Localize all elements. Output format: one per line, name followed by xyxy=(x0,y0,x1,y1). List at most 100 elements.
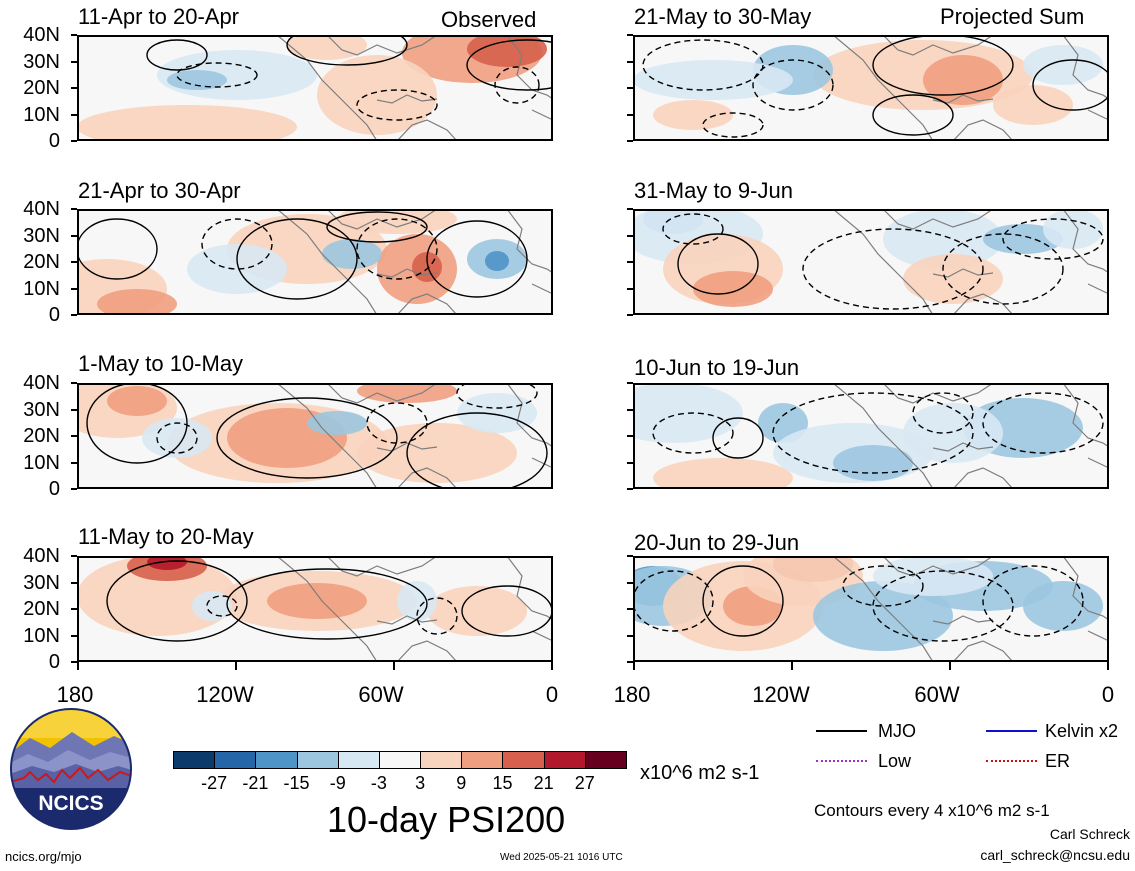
y-label: 40N xyxy=(23,372,60,394)
negative-contour xyxy=(456,383,538,409)
anomaly-shading xyxy=(923,55,1003,105)
coastline xyxy=(276,209,553,315)
colorbar-tick-label: 21 xyxy=(533,773,554,793)
y-tick xyxy=(71,581,77,584)
y-tick xyxy=(71,113,77,116)
panel-title-7: 10-Jun to 19-Jun xyxy=(634,355,800,380)
x-tick xyxy=(235,662,237,670)
positive-contour xyxy=(406,412,548,489)
negative-contour xyxy=(366,402,428,444)
anomaly-shading xyxy=(357,383,457,403)
negative-contour xyxy=(201,218,273,270)
x-label-60w-left: 60W xyxy=(358,682,404,707)
y-tick xyxy=(71,87,77,89)
anomaly-shading xyxy=(77,105,297,141)
colorbar-tick-label: -9 xyxy=(329,773,346,793)
positive-contour xyxy=(286,35,408,66)
x-tick xyxy=(393,662,395,670)
anomaly-shading xyxy=(693,271,773,307)
anomaly-shading xyxy=(147,556,187,570)
credit-email[interactable]: carl_schreck@ncsu.edu xyxy=(980,847,1130,863)
colorbar-labels: -27 -21 -15 -9 -3 3 9 15 21 27 xyxy=(173,774,626,794)
anomaly-shading xyxy=(983,224,1063,254)
legend-low-line xyxy=(816,760,867,762)
positive-contour xyxy=(872,94,954,136)
anomaly-shading xyxy=(485,251,509,271)
y-tick xyxy=(71,634,77,637)
negative-contour xyxy=(872,570,1014,642)
y-label: 30N xyxy=(23,224,60,247)
y-label: 10N xyxy=(23,451,60,474)
positive-contour xyxy=(872,35,1014,96)
negative-contour xyxy=(156,422,198,454)
x-tick xyxy=(551,662,553,670)
legend-er-label: ER xyxy=(1045,751,1071,771)
y-label: 30N xyxy=(23,398,60,421)
coastline xyxy=(276,383,553,489)
y-tick xyxy=(627,634,633,637)
y-tick xyxy=(627,488,633,490)
negative-contour xyxy=(942,233,1064,305)
x-tick xyxy=(633,662,635,670)
colorbar-units: x10^6 m2 s-1 xyxy=(640,762,760,784)
y-label: 0 xyxy=(48,304,60,326)
map-panel-8 xyxy=(633,556,1109,662)
y-tick xyxy=(627,261,633,263)
anomaly-shading xyxy=(653,100,733,130)
y-tick xyxy=(627,382,633,384)
colorbar-swatch xyxy=(420,751,463,769)
site-link[interactable]: ncics.org/mjo xyxy=(5,849,82,864)
negative-contour xyxy=(356,218,438,280)
negative-contour xyxy=(802,228,984,310)
y-tick xyxy=(71,488,77,490)
map-panel-4 xyxy=(77,556,553,662)
positive-contour xyxy=(86,383,188,464)
y-label: 10N xyxy=(23,624,60,647)
legend-mjo-line xyxy=(816,730,867,732)
y-label: 30N xyxy=(23,50,60,73)
colorbar-swatch xyxy=(543,751,586,769)
negative-contour xyxy=(356,89,438,121)
negative-contour xyxy=(772,392,974,474)
map-panel-8-svg xyxy=(633,556,1109,662)
anomaly-shading xyxy=(187,244,287,294)
main-title: 10-day PSI200 xyxy=(327,799,566,840)
coastline xyxy=(832,383,1109,489)
x-label-180-left: 180 xyxy=(56,682,94,707)
y-label: 10N xyxy=(23,103,60,126)
anomaly-shading xyxy=(397,581,437,621)
colorbar-swatch xyxy=(378,751,422,769)
legend-low-label: Low xyxy=(878,751,912,771)
positive-contour xyxy=(326,211,428,243)
map-panel-3-svg xyxy=(77,383,553,489)
panel-title-2: 21-Apr to 30-Apr xyxy=(78,178,241,203)
negative-contour xyxy=(662,213,724,245)
anomaly-shading xyxy=(267,583,367,619)
y-label: 0 xyxy=(48,478,60,500)
map-panel-1 xyxy=(77,35,553,141)
y-tick xyxy=(627,314,633,316)
projected-sum-label: Projected Sum xyxy=(940,4,1085,29)
anomaly-shading xyxy=(1043,209,1103,249)
anomaly-shading xyxy=(97,289,177,315)
map-panel-3 xyxy=(77,383,553,489)
anomaly-shading xyxy=(317,55,437,135)
negative-contour xyxy=(1002,218,1104,260)
anomaly-shading xyxy=(1023,45,1103,85)
y-tick xyxy=(627,287,633,290)
negative-contour xyxy=(652,412,734,454)
positive-contour xyxy=(466,39,553,91)
y-tick xyxy=(627,555,633,557)
anomaly-shading xyxy=(813,581,953,651)
anomaly-shading xyxy=(993,85,1073,125)
y-tick xyxy=(627,661,633,663)
y-tick xyxy=(71,461,77,464)
panel-title-4: 11-May to 20-May xyxy=(78,524,254,549)
x-label-120w-right: 120W xyxy=(752,682,810,707)
ncics-logo-text: NCICS xyxy=(38,792,103,815)
y-label: 40N xyxy=(23,545,60,567)
y-tick xyxy=(71,234,77,237)
y-tick xyxy=(71,314,77,316)
y-tick xyxy=(627,608,633,610)
y-tick xyxy=(71,555,77,557)
